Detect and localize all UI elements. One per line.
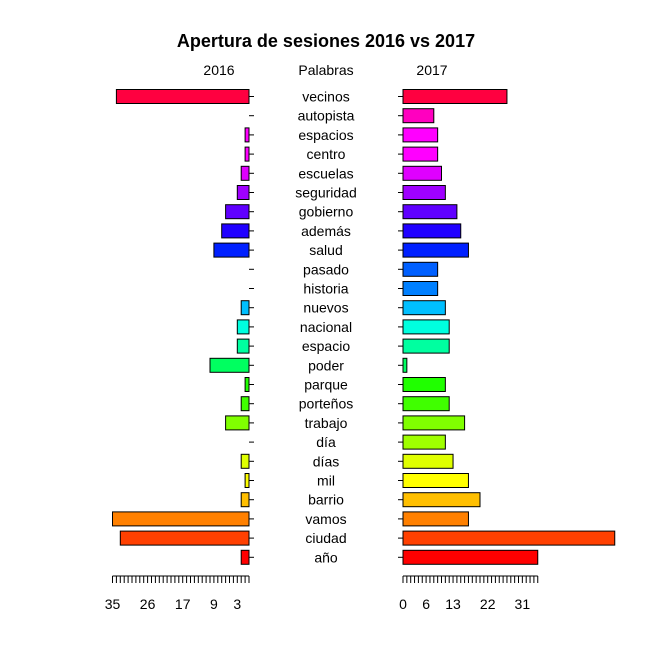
bar-2016 (119, 530, 250, 546)
bar-2017 (402, 223, 462, 239)
bar-2016 (240, 492, 250, 508)
bar-2017 (402, 396, 450, 412)
word-label: vamos (305, 511, 346, 527)
center-header: Palabras (298, 62, 353, 78)
axis-label-2017: 22 (480, 596, 496, 612)
bar-2016 (112, 511, 250, 527)
axis-label-2017: 0 (399, 596, 407, 612)
bar-2017 (402, 473, 469, 488)
bar-2017 (402, 319, 450, 335)
bar-2017 (402, 146, 439, 162)
bar-2016 (240, 549, 250, 565)
word-label: nuevos (303, 300, 348, 316)
bar-2016 (236, 338, 250, 354)
axis-label-2016: 9 (210, 596, 218, 612)
axis-2016: 35 26 17 9 3 (105, 575, 250, 612)
left-header: 2016 (203, 62, 234, 78)
bar-2017 (402, 357, 408, 373)
bar-2017 (402, 165, 442, 181)
bar-2017 (402, 492, 481, 508)
word-label: escuelas (298, 165, 353, 181)
word-label: pasado (303, 261, 349, 277)
bar-2017 (402, 185, 446, 200)
word-label: además (301, 223, 351, 239)
bar-2017 (402, 415, 466, 431)
bar-2017 (402, 127, 439, 143)
bar-2016 (209, 357, 250, 373)
bars-2017 (398, 89, 616, 565)
bar-2017 (402, 377, 446, 392)
word-label: barrio (308, 492, 344, 508)
chart-title: Apertura de sesiones 2016 vs 2017 (177, 31, 475, 51)
bar-2016 (244, 146, 250, 162)
bar-2017 (402, 434, 446, 450)
bar-2016 (240, 165, 250, 181)
bar-2016 (244, 473, 250, 488)
bar-2016 (236, 319, 250, 335)
axis-label-2016: 17 (175, 596, 191, 612)
axis-label-2017: 13 (445, 596, 461, 612)
bar-2016 (240, 300, 250, 316)
word-label: centro (307, 146, 346, 162)
word-label: días (313, 453, 339, 469)
bar-2017 (402, 511, 469, 527)
bar-2017 (402, 549, 539, 565)
bar-2016 (244, 377, 250, 392)
word-label: gobierno (299, 204, 354, 220)
bar-2016 (236, 185, 250, 200)
bar-2016 (240, 396, 250, 412)
word-label: ciudad (305, 530, 346, 546)
bar-2017 (402, 300, 446, 316)
axis-label-2017: 6 (422, 596, 430, 612)
bar-2017 (402, 89, 508, 104)
axis-label-2016: 26 (140, 596, 156, 612)
axis-2017: 0 6 13 22 31 (399, 575, 539, 612)
bar-2017 (402, 530, 616, 546)
word-label: vecinos (302, 89, 349, 105)
word-label: nacional (300, 319, 352, 335)
bar-2016 (225, 415, 250, 431)
word-label: trabajo (305, 415, 348, 431)
word-label: seguridad (295, 185, 357, 201)
word-labels: vecinos autopista espacios centro escuelas se… (295, 89, 357, 566)
axis-label-2017: 31 (515, 596, 531, 612)
word-label: parque (304, 377, 348, 393)
bar-2017 (402, 108, 435, 124)
bar-2016 (240, 453, 250, 469)
word-label: espacio (302, 338, 350, 354)
bar-2016 (213, 242, 250, 258)
word-label: mil (317, 473, 335, 489)
word-label: espacios (298, 127, 353, 143)
word-label: salud (309, 242, 342, 258)
bar-2016 (225, 204, 250, 220)
word-label: historia (303, 281, 348, 297)
bar-2016 (221, 223, 250, 239)
bar-2016 (244, 127, 250, 143)
axis-label-2016: 3 (233, 596, 241, 612)
bar-2017 (402, 242, 469, 258)
bar-2017 (402, 204, 458, 220)
word-label: porteños (299, 396, 353, 412)
right-header: 2017 (416, 62, 447, 78)
word-label: día (316, 434, 336, 450)
bar-2016 (115, 89, 250, 104)
bar-2017 (402, 281, 439, 296)
word-label: autopista (298, 108, 355, 124)
bar-2017 (402, 261, 439, 277)
bars-2016 (112, 89, 254, 565)
bar-2017 (402, 453, 454, 469)
axis-label-2016: 35 (105, 596, 121, 612)
word-label: poder (308, 357, 344, 373)
word-label: año (314, 549, 338, 565)
bar-2017 (402, 338, 450, 354)
